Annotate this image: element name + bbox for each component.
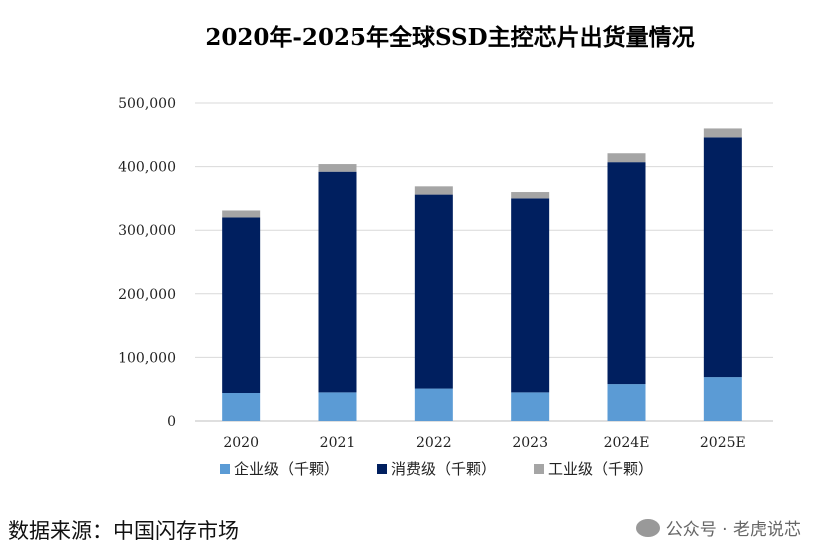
x-tick-label: 2020: [223, 435, 259, 451]
y-tick-label: 500,000: [118, 96, 176, 112]
bar-segment: [607, 162, 646, 385]
bar-segment: [607, 384, 646, 421]
x-tick-label: 2021: [320, 435, 356, 451]
x-tick-label: 2023: [512, 435, 548, 451]
watermark: 公众号 · 老虎说芯: [635, 515, 801, 540]
bar-segment: [703, 128, 742, 138]
legend-swatch: [534, 463, 545, 474]
bar-segment: [511, 198, 550, 393]
y-tick-label: 0: [167, 414, 176, 430]
bar-segment: [414, 388, 453, 421]
wechat-icon: [635, 518, 660, 537]
bar-segment: [511, 192, 550, 199]
bar-segment: [607, 153, 646, 163]
y-tick-label: 400,000: [118, 160, 176, 176]
bar-segment: [318, 392, 357, 421]
legend-item: 消费级（千颗）: [377, 458, 496, 479]
bar-segment: [222, 217, 261, 394]
bar-segment: [318, 171, 357, 393]
legend-swatch: [220, 463, 230, 474]
x-tick-label: 2025E: [700, 435, 746, 451]
bar-segment: [222, 210, 261, 218]
y-tick-label: 300,000: [118, 223, 176, 239]
y-tick-label: 100,000: [118, 350, 176, 366]
x-tick-label: 2024E: [604, 435, 650, 451]
bar-segment: [318, 164, 357, 172]
legend-label: 消费级（千颗）: [391, 460, 497, 478]
source-note: 数据来源：中国闪存市场: [8, 519, 239, 543]
bar-segment: [703, 377, 742, 421]
legend-label: 企业级（千颗）: [234, 460, 340, 478]
bar-segment: [511, 392, 550, 421]
legend-swatch: [377, 463, 388, 474]
bar-segment: [222, 393, 261, 421]
bar-segment: [414, 194, 453, 389]
legend-label: 工业级（千颗）: [548, 460, 654, 478]
watermark-text: 公众号 · 老虎说芯: [665, 520, 801, 540]
legend-item: 工业级（千颗）: [534, 458, 653, 479]
legend: 企业级（千颗） 消费级（千颗） 工业级（千颗）: [220, 458, 653, 479]
bar-segment: [414, 186, 453, 195]
y-tick-label: 200,000: [118, 287, 176, 303]
chart-title: 2020年-2025年全球SSD主控芯片出货量情况: [205, 24, 695, 51]
x-tick-label: 2022: [416, 435, 452, 451]
legend-item: 企业级（千颗）: [220, 458, 339, 479]
bar-segment: [703, 137, 742, 378]
